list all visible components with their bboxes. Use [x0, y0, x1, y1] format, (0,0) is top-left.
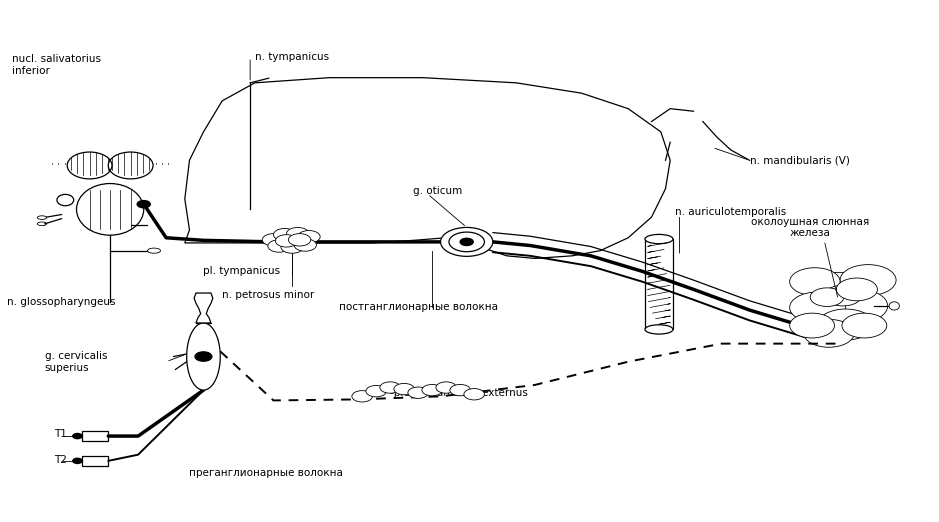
Ellipse shape [645, 234, 673, 244]
Text: T1: T1 [54, 429, 67, 439]
Text: постганглионарные волокна: постганглионарные волокна [339, 302, 498, 313]
Bar [82, 456, 108, 466]
Circle shape [790, 292, 846, 323]
Circle shape [352, 390, 373, 402]
Circle shape [804, 319, 854, 347]
Circle shape [380, 382, 400, 393]
Circle shape [790, 268, 840, 295]
Circle shape [273, 229, 296, 241]
Circle shape [440, 228, 493, 256]
Circle shape [195, 352, 212, 361]
Text: pl. tympanicus: pl. tympanicus [204, 266, 281, 276]
Bar [645, 239, 673, 329]
Text: g. cervicalis
superius: g. cervicalis superius [45, 351, 107, 373]
Polygon shape [187, 323, 221, 390]
Text: g. oticum: g. oticum [413, 186, 463, 196]
Circle shape [840, 265, 896, 295]
Text: -plexus caroticus externus: -plexus caroticus externus [391, 388, 528, 398]
Text: преганглионарные волокна: преганглионарные волокна [190, 468, 344, 478]
Circle shape [262, 234, 285, 246]
Circle shape [275, 235, 298, 247]
Circle shape [460, 238, 473, 245]
Text: n. auriculotemporalis: n. auriculotemporalis [675, 207, 786, 217]
Circle shape [824, 285, 862, 306]
Circle shape [294, 239, 316, 251]
Circle shape [298, 231, 320, 243]
Circle shape [810, 288, 844, 306]
Circle shape [73, 433, 82, 438]
Circle shape [408, 387, 428, 398]
Circle shape [464, 388, 485, 400]
Circle shape [842, 313, 886, 338]
Bar [82, 431, 108, 441]
Circle shape [818, 309, 873, 340]
Circle shape [137, 200, 150, 208]
Circle shape [436, 382, 456, 393]
Circle shape [286, 228, 309, 240]
Text: nucl. salivatorius
inferior: nucl. salivatorius inferior [12, 54, 101, 76]
Circle shape [288, 234, 311, 246]
Circle shape [449, 232, 485, 252]
Polygon shape [194, 293, 213, 323]
Text: T2: T2 [54, 455, 67, 465]
Circle shape [450, 384, 470, 396]
Circle shape [268, 240, 290, 252]
Text: околоушная слюнная
железа: околоушная слюнная железа [751, 217, 870, 238]
Circle shape [366, 385, 387, 397]
Circle shape [790, 313, 835, 338]
Ellipse shape [645, 325, 673, 334]
Circle shape [422, 384, 442, 396]
Circle shape [826, 289, 887, 323]
Circle shape [281, 241, 303, 253]
Text: n. mandibularis (V): n. mandibularis (V) [749, 155, 850, 165]
Circle shape [393, 383, 414, 395]
Text: n. tympanicus: n. tympanicus [254, 52, 329, 62]
Circle shape [803, 272, 873, 312]
Circle shape [73, 458, 82, 464]
Ellipse shape [889, 302, 900, 310]
Circle shape [837, 278, 877, 301]
Text: n. petrosus minor: n. petrosus minor [223, 290, 315, 300]
Text: n. glossopharyngeus: n. glossopharyngeus [8, 298, 115, 307]
